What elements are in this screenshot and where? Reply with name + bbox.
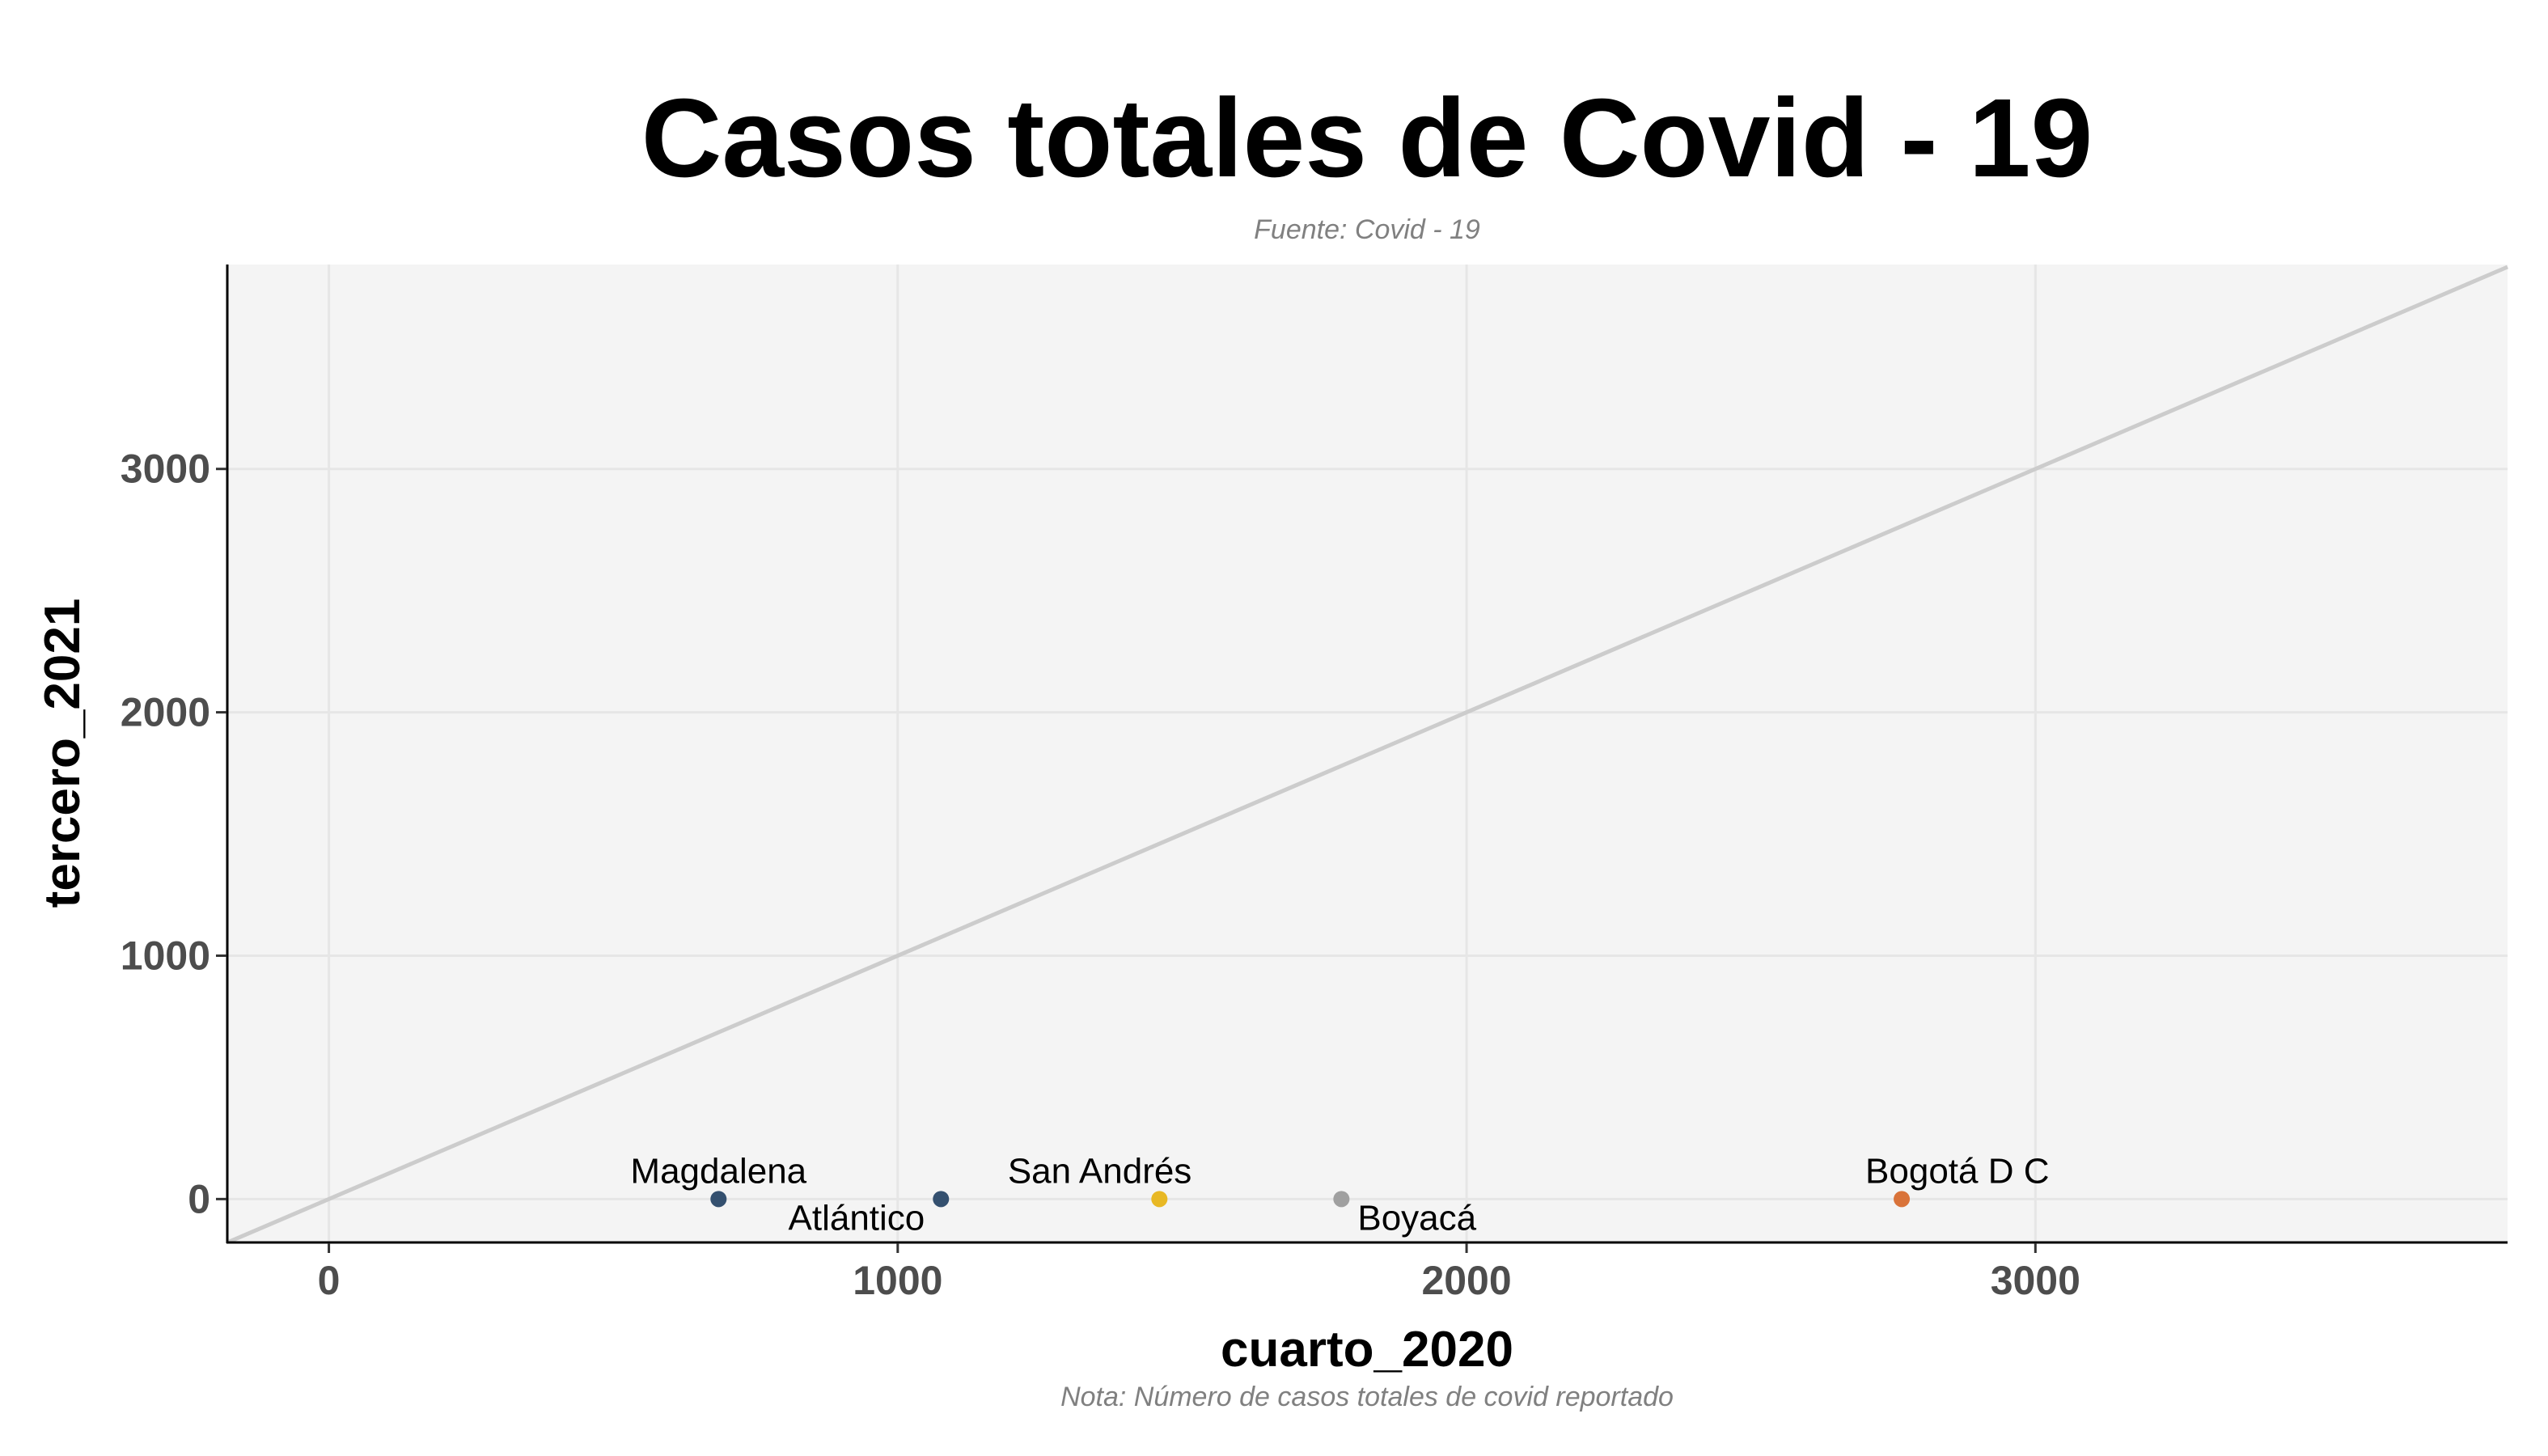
point-label: Boyacá [1357,1198,1476,1238]
x-tick-label: 2000 [1421,1258,1511,1303]
chart-title: Casos totales de Covid - 19 [641,76,2093,201]
y-tick-label: 2000 [121,690,210,735]
data-point [1894,1191,1911,1208]
point-label: Atlántico [789,1198,925,1238]
points-layer [710,1191,1911,1208]
x-ticks: 0 1000 2000 3000 [318,1243,2080,1303]
gridlines [226,265,2508,1242]
reference-line [228,265,2508,1244]
y-ticks: 0 1000 2000 3000 [121,447,226,1221]
y-axis-title: tercero_2021 [35,599,91,908]
x-tick-label: 0 [318,1258,341,1303]
x-tick-label: 1000 [853,1258,942,1303]
chart-subtitle: Fuente: Covid - 19 [1254,214,1480,245]
y-tick-label: 3000 [121,447,210,492]
point-label: Magdalena [630,1151,806,1191]
data-point [1333,1191,1350,1208]
chart-caption: Nota: Número de casos totales de covid r… [1060,1382,1674,1412]
x-axis-title: cuarto_2020 [1221,1322,1513,1378]
y-tick-label: 1000 [121,933,210,978]
point-label: San Andrés [1008,1151,1192,1191]
x-tick-label: 3000 [1991,1258,2080,1303]
data-point [1151,1191,1168,1208]
y-tick-label: 0 [188,1176,210,1221]
point-labels-layer: Magdalena Atlántico San Andrés Boyacá Bogotá… [630,1151,2049,1238]
data-point [710,1191,727,1208]
point-label: Bogotá D C [1865,1151,2049,1191]
data-point [933,1191,950,1208]
